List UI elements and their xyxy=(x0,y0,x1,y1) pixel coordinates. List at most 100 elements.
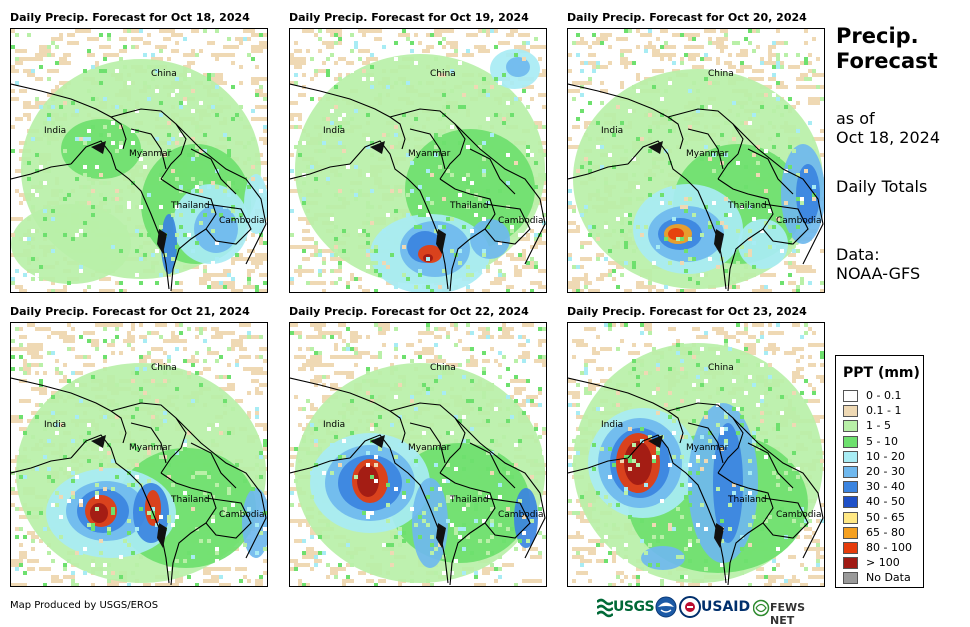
precip-field xyxy=(11,323,268,587)
place-label-china: China xyxy=(708,363,734,373)
forecast-panel-oct-22: Daily Precip. Forecast for Oct 22, 2024 … xyxy=(289,305,549,589)
place-label-cambodia: Cambodia xyxy=(498,510,544,520)
panel-title: Daily Precip. Forecast for Oct 19, 2024 xyxy=(289,11,569,27)
legend-item: 1 - 5 xyxy=(843,420,923,433)
forecast-panel-oct-18: Daily Precip. Forecast for Oct 18, 2024 … xyxy=(10,11,270,295)
legend-label: 40 - 50 xyxy=(866,495,905,509)
precip-field xyxy=(11,29,268,293)
usaid-seal-icon xyxy=(679,596,701,618)
legend-label: > 100 xyxy=(866,556,900,570)
legend-swatch xyxy=(843,512,858,524)
legend-label: 1 - 5 xyxy=(866,419,891,433)
side-title: Precip. Forecast xyxy=(836,24,966,74)
legend-title: PPT (mm) xyxy=(843,364,920,382)
place-label-thailand: Thailand xyxy=(450,495,489,505)
place-label-india: India xyxy=(601,420,623,430)
legend-swatch xyxy=(843,496,858,508)
as-of-label: as of xyxy=(836,109,875,129)
data-label: Data: xyxy=(836,245,880,265)
legend-label: No Data xyxy=(866,571,911,585)
usgs-wordmark: USGS xyxy=(613,599,654,615)
legend-label: 0.1 - 1 xyxy=(866,404,901,418)
place-label-india: India xyxy=(323,126,345,136)
forecast-panel-oct-20: Daily Precip. Forecast for Oct 20, 2024 … xyxy=(567,11,827,295)
legend-item: 5 - 10 xyxy=(843,436,923,449)
precip-map: China India Myanmar Thailand Cambodia xyxy=(10,322,268,587)
legend-swatch xyxy=(843,527,858,539)
noaa-seal-icon xyxy=(655,596,677,618)
panel-title: Daily Precip. Forecast for Oct 20, 2024 xyxy=(567,11,847,27)
place-label-myanmar: Myanmar xyxy=(129,149,171,159)
place-label-thailand: Thailand xyxy=(728,201,767,211)
legend-swatch xyxy=(843,481,858,493)
usaid-seal xyxy=(679,596,701,620)
legend-item: No Data xyxy=(843,572,923,585)
precip-field xyxy=(290,29,547,293)
legend-label: 50 - 65 xyxy=(866,511,905,525)
legend-swatch xyxy=(843,572,858,584)
panel-title: Daily Precip. Forecast for Oct 22, 2024 xyxy=(289,305,569,321)
precip-map: China India Myanmar Thailand Cambodia xyxy=(567,28,825,293)
legend-label: 65 - 80 xyxy=(866,526,905,540)
legend-label: 5 - 10 xyxy=(866,435,898,449)
place-label-thailand: Thailand xyxy=(450,201,489,211)
place-label-thailand: Thailand xyxy=(728,495,767,505)
place-label-china: China xyxy=(430,363,456,373)
noaa-logo xyxy=(655,596,677,620)
as-of-date: Oct 18, 2024 xyxy=(836,128,940,148)
forecast-panel-oct-21: Daily Precip. Forecast for Oct 21, 2024 … xyxy=(10,305,270,589)
legend-item: 65 - 80 xyxy=(843,527,923,540)
place-label-myanmar: Myanmar xyxy=(408,149,450,159)
legend-swatch xyxy=(843,466,858,478)
totals-label: Daily Totals xyxy=(836,177,927,197)
legend-swatch xyxy=(843,390,858,402)
legend-label: 0 - 0.1 xyxy=(866,389,901,403)
legend-item: 0 - 0.1 xyxy=(843,390,923,403)
fews-wordmark: FEWS NET xyxy=(770,601,833,627)
place-label-myanmar: Myanmar xyxy=(686,443,728,453)
place-label-india: India xyxy=(323,420,345,430)
legend-item: 50 - 65 xyxy=(843,512,923,525)
precip-map: China India Myanmar Thailand Cambodia xyxy=(289,28,547,293)
place-label-cambodia: Cambodia xyxy=(219,216,265,226)
place-label-china: China xyxy=(151,363,177,373)
place-label-china: China xyxy=(430,69,456,79)
place-label-cambodia: Cambodia xyxy=(776,216,822,226)
legend-item: 10 - 20 xyxy=(843,451,923,464)
precip-field xyxy=(568,29,825,293)
precip-field xyxy=(568,323,825,587)
logo-strip: USGS USAID FEWS NET xyxy=(597,596,833,620)
place-label-india: India xyxy=(601,126,623,136)
place-label-cambodia: Cambodia xyxy=(219,510,265,520)
data-source: NOAA-GFS xyxy=(836,264,920,284)
place-label-thailand: Thailand xyxy=(171,201,210,211)
legend-swatch xyxy=(843,436,858,448)
legend-label: 20 - 30 xyxy=(866,465,905,479)
legend-label: 80 - 100 xyxy=(866,541,912,555)
legend-item: 0.1 - 1 xyxy=(843,405,923,418)
place-label-china: China xyxy=(151,69,177,79)
legend-item: 20 - 30 xyxy=(843,466,923,479)
legend-swatch xyxy=(843,420,858,432)
panel-title: Daily Precip. Forecast for Oct 21, 2024 xyxy=(10,305,290,321)
place-label-thailand: Thailand xyxy=(171,495,210,505)
legend-item: 30 - 40 xyxy=(843,481,923,494)
usaid-wordmark: USAID xyxy=(701,599,750,615)
fews-globe-icon xyxy=(753,598,770,618)
panel-title: Daily Precip. Forecast for Oct 23, 2024 xyxy=(567,305,847,321)
place-label-myanmar: Myanmar xyxy=(129,443,171,453)
forecast-panel-oct-23: Daily Precip. Forecast for Oct 23, 2024 … xyxy=(567,305,827,589)
place-label-cambodia: Cambodia xyxy=(498,216,544,226)
legend-swatch xyxy=(843,542,858,554)
place-label-india: India xyxy=(44,420,66,430)
legend-item: 40 - 50 xyxy=(843,496,923,509)
precip-field xyxy=(290,323,547,587)
place-label-myanmar: Myanmar xyxy=(686,149,728,159)
legend-label: 10 - 20 xyxy=(866,450,905,464)
place-label-china: China xyxy=(708,69,734,79)
legend-item: > 100 xyxy=(843,557,923,570)
